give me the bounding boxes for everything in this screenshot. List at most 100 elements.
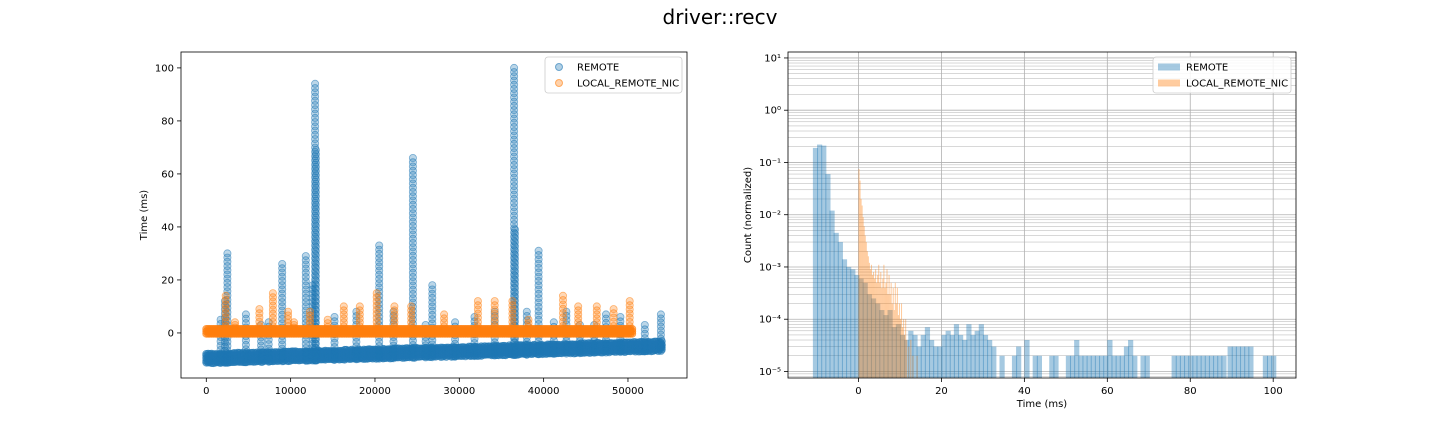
scatter-point-remote: [408, 166, 417, 175]
scatter-point-remote: [311, 288, 320, 297]
scatter-point-remote: [421, 345, 430, 354]
scatter-point-remote: [278, 344, 287, 353]
scatter-point-remote: [375, 258, 384, 267]
scatter-point-remote: [428, 340, 437, 349]
scatter-point-remote: [257, 357, 266, 366]
histogram-bar: [916, 355, 918, 378]
x-tick-label: 30000: [443, 386, 475, 397]
scatter-point-remote: [311, 181, 320, 190]
scatter-point-remote: [223, 249, 232, 258]
scatter-point-remote: [389, 354, 398, 363]
scatter-point-remote: [408, 200, 417, 209]
scatter-point-remote: [389, 341, 398, 350]
scatter-point-remote: [216, 337, 225, 346]
scatter-point-remote: [408, 264, 417, 273]
scatter-point-local-remote-nic: [390, 302, 399, 311]
scatter-point-remote: [602, 310, 611, 319]
x-tick-label: 10000: [275, 386, 307, 397]
scatter-point-remote: [428, 353, 437, 362]
scatter-plot-ylabel: Time (ms): [139, 190, 150, 242]
scatter-point-local-remote-nic: [625, 297, 634, 306]
scatter-point-remote: [257, 341, 266, 350]
scatter-point-remote: [389, 350, 398, 359]
scatter-point-remote: [375, 266, 384, 275]
histogram-bar: [893, 310, 895, 378]
scatter-point-remote: [311, 139, 320, 148]
scatter-point-remote: [311, 130, 320, 139]
scatter-point-remote: [216, 345, 225, 354]
histogram-bar: [881, 287, 883, 378]
series-local-remote-nic-points: [202, 289, 637, 338]
scatter-point-remote: [408, 345, 417, 354]
scatter-point-local-remote-nic: [230, 318, 239, 327]
histogram-bar: [868, 262, 870, 378]
scatter-point-remote: [408, 260, 417, 269]
scatter-point-remote: [352, 337, 361, 346]
scatter-point-remote: [451, 343, 460, 352]
scatter-point-remote: [278, 302, 287, 311]
x-tick-label: 0: [203, 386, 209, 397]
scatter-point-remote: [408, 162, 417, 171]
scatter-point-remote: [408, 175, 417, 184]
scatter-point-remote: [278, 353, 287, 362]
scatter-point-remote: [408, 158, 417, 167]
histogram-bar: [1024, 340, 1030, 378]
scatter-point-local-remote-nic: [559, 291, 568, 300]
scatter-point-remote: [408, 349, 417, 358]
scatter-point-remote: [311, 177, 320, 186]
histogram-bars: [812, 144, 1277, 378]
scatter-point-remote: [421, 353, 430, 362]
scatter-point-remote: [408, 251, 417, 260]
histogram-series-local-remote-nic: [858, 168, 918, 378]
scatter-point-remote: [311, 249, 320, 258]
scatter-point-remote: [264, 353, 273, 362]
histogram-bar: [891, 303, 893, 378]
scatter-point-remote: [408, 226, 417, 235]
scatter-point-remote: [311, 275, 320, 284]
histogram-bar: [870, 264, 872, 378]
scatter-point-remote: [534, 246, 543, 255]
series-remote-points: [202, 63, 666, 368]
scatter-point-remote: [311, 113, 320, 122]
scatter-point-remote: [375, 342, 384, 351]
histogram-bar: [860, 198, 862, 378]
scatter-point-remote: [408, 277, 417, 286]
scatter-point-remote: [352, 346, 361, 355]
histogram-bar: [884, 287, 886, 378]
scatter-point-remote: [375, 354, 384, 363]
histogram-bar: [873, 272, 875, 378]
scatter-point-remote: [311, 339, 320, 348]
scatter-point-remote: [375, 254, 384, 263]
scatter-point-remote: [640, 320, 649, 329]
scatter-point-remote: [408, 183, 417, 192]
histogram-bar: [874, 278, 876, 378]
scatter-point-remote: [241, 353, 250, 362]
legend-label: LOCAL_REMOTE_NIC: [1186, 79, 1288, 90]
histogram-bar: [889, 294, 891, 378]
scatter-plot-axes: 0 10000 20000 30000 40000 50000 0 20 40 60 80 100 T…: [139, 51, 688, 397]
histogram-bar: [885, 282, 887, 378]
scatter-point-remote: [278, 259, 287, 268]
scatter-point-remote: [311, 224, 320, 233]
legend-label: LOCAL_REMOTE_NIC: [577, 79, 679, 90]
y-tick-label: 40: [161, 222, 174, 233]
histogram-bar: [866, 251, 868, 378]
scatter-point-remote: [241, 340, 250, 349]
scatter-point-remote: [311, 254, 320, 263]
scatter-point-remote: [301, 252, 310, 261]
scatter-point-remote: [278, 293, 287, 302]
y-tick-label: 10⁰: [764, 106, 781, 117]
legend-marker: [555, 63, 563, 71]
scatter-point-remote: [264, 340, 273, 349]
scatter-point-remote: [408, 340, 417, 349]
scatter-point-remote: [375, 350, 384, 359]
histogram-bar: [890, 282, 892, 378]
scatter-point-remote: [428, 306, 437, 315]
histogram-bar: [883, 264, 885, 378]
scatter-point-remote: [408, 213, 417, 222]
x-tick-label: 20000: [359, 386, 391, 397]
scatter-point-remote: [421, 341, 430, 350]
histogram-axes: 0 20 40 60 80 100 10⁻⁵ 10⁻⁴ 10⁻³ 10⁻² 10⁻¹ 10⁰ 10¹ C…: [743, 51, 1297, 410]
scatter-point-remote: [375, 270, 384, 279]
histogram-bar: [871, 275, 874, 378]
